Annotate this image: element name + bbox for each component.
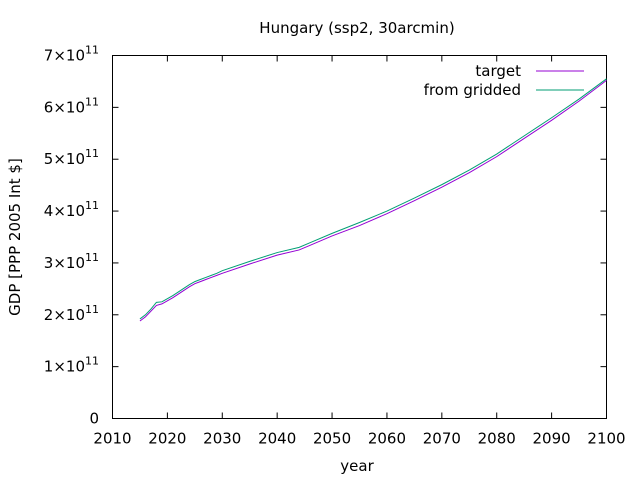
chart-title: Hungary (ssp2, 30arcmin) (259, 19, 454, 37)
y-tick-times: × (53, 98, 66, 116)
x-tick-label: 2060 (368, 430, 406, 448)
series-line-1 (139, 78, 607, 320)
y-tick-label: 5×1011 (44, 147, 99, 168)
y-tick-base: 10 (66, 47, 85, 65)
x-tick-label: 2020 (148, 430, 186, 448)
y-tick-exponent: 11 (85, 303, 99, 316)
legend-label: from gridded (424, 81, 521, 99)
x-tick-label: 2100 (587, 430, 625, 448)
x-tick-label: 2030 (203, 430, 241, 448)
y-tick-exponent: 11 (85, 44, 99, 57)
x-tick-label: 2080 (478, 430, 516, 448)
y-tick-label: 3×1011 (44, 251, 99, 272)
y-tick-mantissa: 5 (44, 150, 54, 168)
x-tick-label: 2040 (258, 430, 296, 448)
x-axis: 2010 2020 2030 2040 2050 2060 2070 2080 2090 2100 (93, 55, 626, 448)
y-tick-mantissa: 0 (89, 410, 99, 428)
y-tick-times: × (53, 254, 66, 272)
plot-frame (112, 55, 607, 419)
y-tick-times: × (53, 202, 66, 220)
y-tick-exponent: 11 (85, 199, 99, 212)
x-axis-label: year (340, 457, 374, 475)
x-tick-label: 2090 (533, 430, 571, 448)
y-tick-label: 6×1011 (44, 95, 99, 116)
x-tick-label: 2010 (93, 430, 131, 448)
y-axis-label: GDP [PPP 2005 Int $] (6, 158, 24, 316)
y-tick-times: × (53, 306, 66, 324)
y-tick-times: × (53, 47, 66, 65)
y-tick-times: × (53, 358, 66, 376)
y-tick-base: 10 (66, 202, 85, 220)
x-tick-label: 2050 (313, 430, 351, 448)
series-line-0 (139, 79, 607, 322)
y-tick-base: 10 (66, 358, 85, 376)
y-tick-label: 1×1011 (44, 355, 99, 376)
y-tick-label: 2×1011 (44, 303, 99, 324)
y-tick-exponent: 11 (85, 95, 99, 108)
y-tick-mantissa: 1 (44, 358, 54, 376)
y-tick-label: 4×1011 (44, 199, 99, 220)
y-tick-exponent: 11 (85, 147, 99, 160)
y-tick-exponent: 11 (85, 355, 99, 368)
y-tick-mantissa: 2 (44, 306, 54, 324)
y-tick-times: × (53, 150, 66, 168)
y-tick-base: 10 (66, 150, 85, 168)
x-tick-label: 2070 (423, 430, 461, 448)
y-tick-mantissa: 7 (44, 47, 54, 65)
y-axis: 01×10112×10113×10114×10115×10116×10117×1… (44, 44, 607, 428)
y-tick-label: 0 (89, 410, 99, 428)
series-layer (139, 78, 607, 322)
y-tick-mantissa: 3 (44, 254, 54, 272)
y-tick-mantissa: 6 (44, 98, 54, 116)
legend-label: target (475, 62, 521, 80)
y-tick-base: 10 (66, 306, 85, 324)
y-tick-base: 10 (66, 254, 85, 272)
y-tick-exponent: 11 (85, 251, 99, 264)
y-tick-label: 7×1011 (44, 44, 99, 65)
y-tick-mantissa: 4 (44, 202, 54, 220)
y-tick-base: 10 (66, 98, 85, 116)
